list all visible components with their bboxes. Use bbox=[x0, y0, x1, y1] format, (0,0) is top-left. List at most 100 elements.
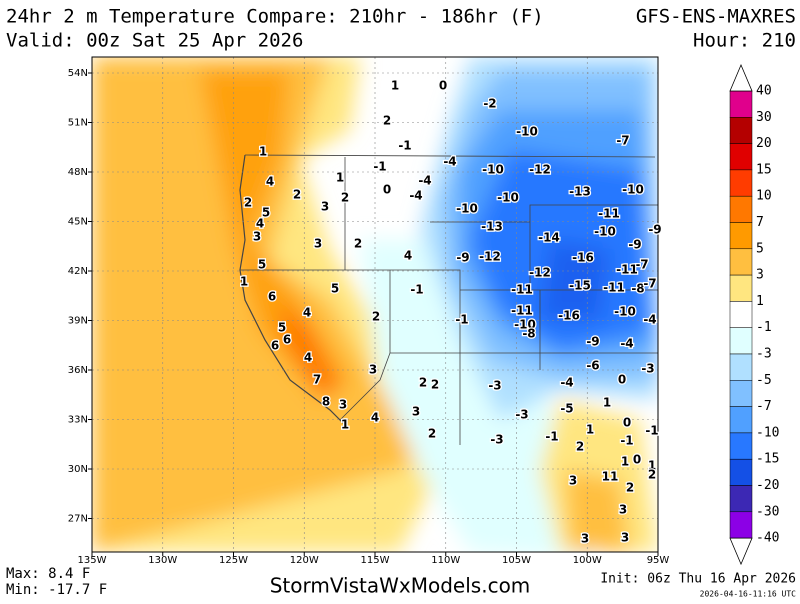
map-value: -10 bbox=[614, 305, 636, 319]
colorbar-label: 5 bbox=[756, 241, 764, 256]
colorbar-segment bbox=[729, 380, 753, 407]
map-value: -3 bbox=[515, 408, 528, 422]
colorbar-segment bbox=[729, 458, 753, 486]
map-value: -14 bbox=[538, 231, 560, 245]
lat-label: 51N bbox=[68, 118, 88, 129]
map-value: -8 bbox=[522, 327, 535, 341]
map-value: -10 bbox=[456, 202, 478, 216]
lon-label: 125W bbox=[219, 555, 248, 566]
map-value: -15 bbox=[569, 279, 591, 293]
map-value: 6 bbox=[268, 290, 276, 304]
map-value: -10 bbox=[516, 125, 538, 139]
colorbar-segment bbox=[729, 195, 753, 223]
map-value: -3 bbox=[488, 379, 501, 393]
map-value: -5 bbox=[560, 402, 573, 416]
map-value: 3 bbox=[339, 398, 347, 412]
map-field bbox=[92, 57, 658, 552]
map-value: -3 bbox=[641, 362, 654, 376]
lat-label: 39N bbox=[68, 316, 88, 327]
map-value: 6 bbox=[271, 339, 279, 353]
map-value: -13 bbox=[481, 220, 503, 234]
map-value: 0 bbox=[633, 453, 641, 467]
lat-label: 33N bbox=[68, 415, 88, 426]
lat-label: 27N bbox=[68, 514, 88, 525]
map-value: 0 bbox=[439, 79, 447, 93]
lat-label: 36N bbox=[68, 365, 88, 376]
map-value: -10 bbox=[622, 183, 644, 197]
colorbar-segment bbox=[729, 327, 753, 355]
map-value: -13 bbox=[569, 185, 591, 199]
map-value: -8 bbox=[631, 282, 644, 296]
map-value: -10 bbox=[482, 163, 504, 177]
map-value: 1 bbox=[240, 275, 248, 289]
map-value: 2 bbox=[626, 481, 634, 495]
map-value: -1 bbox=[545, 430, 558, 444]
map-value: 2 bbox=[293, 188, 301, 202]
map-value: -12 bbox=[529, 266, 551, 280]
colorbar-label: -30 bbox=[756, 504, 779, 519]
init-time: Init: 06z Thu 16 Apr 2026 bbox=[600, 572, 796, 587]
map-value: 3 bbox=[314, 237, 322, 251]
map-value: 2 bbox=[244, 196, 252, 210]
map-value: -11 bbox=[616, 263, 638, 277]
colorbar-segment bbox=[729, 511, 753, 539]
map-value: 2 bbox=[372, 310, 380, 324]
map-value: 1 bbox=[336, 171, 344, 185]
map-value: -1 bbox=[620, 434, 633, 448]
timestamp: 2026-04-16-11:16 UTC bbox=[700, 590, 797, 599]
map-value: 2 bbox=[431, 378, 439, 392]
colorbar-label: -10 bbox=[756, 425, 779, 440]
map-value: 1 bbox=[259, 145, 267, 159]
colorbar-label: 40 bbox=[756, 84, 772, 99]
colorbar-segment bbox=[729, 274, 753, 302]
map-value: -11 bbox=[603, 281, 625, 295]
lon-label: 130W bbox=[148, 555, 177, 566]
colorbar-label: -5 bbox=[756, 373, 772, 388]
colorbar-segment bbox=[729, 353, 753, 381]
map-value: -1 bbox=[645, 424, 658, 438]
colorbar-segment bbox=[729, 222, 753, 250]
map-value: 3 bbox=[619, 503, 627, 517]
colorbar-segment bbox=[729, 406, 753, 434]
map-value: 11 bbox=[602, 470, 619, 484]
map-value: 3 bbox=[621, 531, 629, 545]
map-value: 0 bbox=[618, 373, 626, 387]
map-value: -16 bbox=[572, 251, 594, 265]
map-value: 1 bbox=[391, 79, 399, 93]
map-value: 5 bbox=[278, 321, 286, 335]
colorbar-label: 7 bbox=[756, 215, 764, 230]
colorbar-label: 3 bbox=[756, 268, 764, 283]
map-value: 3 bbox=[569, 474, 577, 488]
lon-label: 120W bbox=[290, 555, 319, 566]
map-value: -11 bbox=[511, 304, 533, 318]
colorbar-cap bbox=[729, 63, 753, 92]
colorbar-label: -15 bbox=[756, 452, 779, 467]
map-value: 1 bbox=[341, 418, 349, 432]
map-value: 0 bbox=[623, 416, 631, 430]
map-value: 4 bbox=[303, 306, 311, 320]
lon-label: 100W bbox=[573, 555, 602, 566]
map-value: -4 bbox=[418, 174, 431, 188]
min-value: Min: -17.7 F bbox=[6, 582, 107, 598]
colorbar-label: -3 bbox=[756, 347, 772, 362]
map-value: 1 bbox=[648, 459, 656, 473]
colorbar-label: 20 bbox=[756, 136, 772, 151]
map-value: -4 bbox=[620, 337, 633, 351]
colorbar-cap bbox=[729, 537, 753, 566]
map-value: 2 bbox=[419, 376, 427, 390]
lon-label: 135W bbox=[78, 555, 107, 566]
colorbar-segment bbox=[729, 485, 753, 513]
map-value: -1 bbox=[373, 160, 386, 174]
map-value: 1 bbox=[621, 455, 629, 469]
colorbar-label: -7 bbox=[756, 399, 772, 414]
colorbar-segment bbox=[729, 248, 753, 276]
colorbar-label: -20 bbox=[756, 478, 779, 493]
map-value: 4 bbox=[256, 217, 264, 231]
map-value: 2 bbox=[354, 237, 362, 251]
map-value: -11 bbox=[511, 283, 533, 297]
map-value: 3 bbox=[581, 532, 589, 546]
map-value: 3 bbox=[321, 200, 329, 214]
map-value: -7 bbox=[643, 277, 656, 291]
map-value: -4 bbox=[409, 189, 422, 203]
map-value: -9 bbox=[586, 335, 599, 349]
